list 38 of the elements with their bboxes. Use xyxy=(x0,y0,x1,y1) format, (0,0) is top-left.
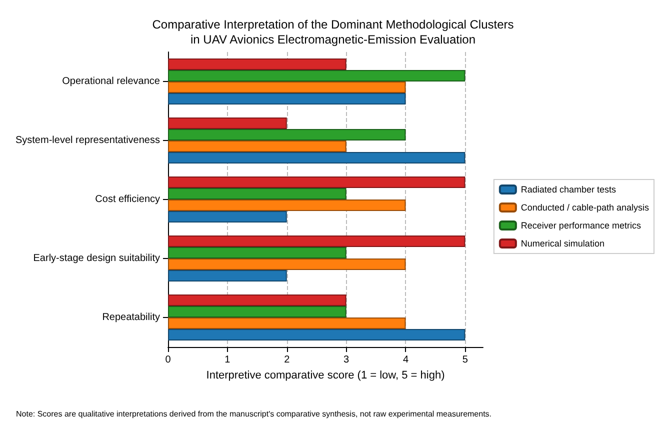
y-tick-label: Repeatability xyxy=(102,312,160,323)
x-tick-label: 1 xyxy=(224,354,231,366)
text: Note: Scores are qualitative interpretations derived from the manuscript's comparative synthesis, not raw experimental measurements. xyxy=(16,410,492,418)
bar xyxy=(168,270,287,282)
bar xyxy=(168,82,406,94)
bar xyxy=(168,235,466,247)
bar xyxy=(168,58,346,70)
bar xyxy=(168,70,466,82)
y-tick-label: Operational relevance xyxy=(62,76,160,87)
bar xyxy=(168,152,466,164)
bar xyxy=(168,211,287,223)
bar xyxy=(168,200,406,212)
y-tick-label: Early-stage design suitability xyxy=(33,253,160,264)
bar xyxy=(168,258,406,270)
legend-label: Radiated chamber tests xyxy=(520,184,616,194)
bar xyxy=(168,176,466,188)
legend-label: Numerical simulation xyxy=(520,238,604,248)
x-tick-label: 0 xyxy=(165,354,172,366)
x-tick-label: 4 xyxy=(402,354,409,366)
bar xyxy=(168,294,346,306)
bar xyxy=(168,329,466,341)
chart-title: Comparative Interpretation of the Dominant Methodological Clusters in UAV Avionics Electromagnetic-Emission Evaluation xyxy=(152,18,514,46)
x-tick-label: 3 xyxy=(344,354,350,366)
x-tick-label: 2 xyxy=(284,354,290,366)
y-tick-label: Cost efficiency xyxy=(95,194,160,205)
legend-label: Conducted / cable-path analysis xyxy=(520,202,650,212)
legend-label: Receiver performance metrics xyxy=(520,220,642,230)
bar xyxy=(168,93,406,105)
bar xyxy=(168,318,406,330)
bar xyxy=(168,140,346,152)
bar xyxy=(168,246,346,258)
bar xyxy=(168,306,346,318)
bar xyxy=(168,188,346,200)
x-tick-label: 5 xyxy=(462,354,468,366)
y-tick-label: System-level representativeness xyxy=(15,135,160,146)
bar xyxy=(168,117,287,129)
x-axis-title: Interpretive comparative score (1 = low, 5 = high) xyxy=(206,369,445,382)
bar xyxy=(168,128,406,140)
